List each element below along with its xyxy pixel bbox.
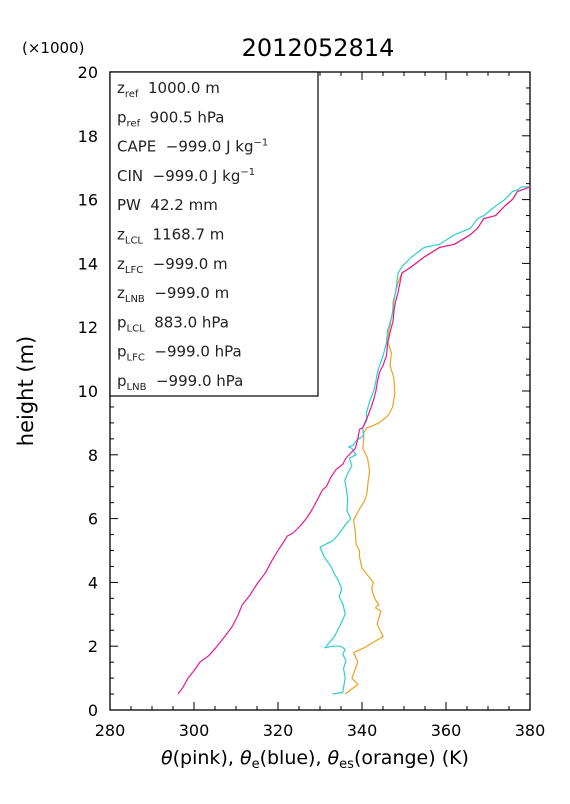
info-row: pLNB −999.0 hPa [117,372,243,393]
x-axis-label: θ(pink), θe(blue), θes(orange) (K) [161,747,469,772]
y-tick-label: 2 [88,637,98,656]
y-axis-label: height (m) [14,336,38,446]
y-tick-label: 6 [88,510,98,529]
y-tick-label: 0 [88,701,98,720]
info-row: zLCL 1168.7 m [117,226,224,247]
x-tick-label: 300 [179,721,210,740]
x-tick-label: 280 [95,721,126,740]
y-tick-label: 10 [78,382,98,401]
info-row: pLCL 883.0 hPa [117,313,229,334]
x-tick-label: 360 [431,721,462,740]
info-row: zLFC −999.0 m [117,255,228,276]
info-row: pref 900.5 hPa [117,108,224,129]
y-tick-label: 4 [88,573,98,592]
x-tick-label: 320 [263,721,294,740]
info-row: CAPE −999.0 J kg−1 [117,138,268,156]
y-tick-label: 16 [78,191,98,210]
info-row: zLNB −999.0 m [117,284,229,305]
plot-area: 0 2 4 6 8 10 12 14 16 18 20 280 300 320 340 360 380 [78,63,546,740]
info-row: CIN −999.0 J kg−1 [117,167,255,185]
theta-es-line [344,186,531,695]
y-tick-label: 8 [88,446,98,465]
info-box: zref 1000.0 m pref 900.5 hPa CAPE −999.0 J… [109,71,319,397]
y-tick-label: 18 [78,127,98,146]
info-box-frame [109,71,319,397]
theta-line [177,186,531,695]
theta-e-line [319,186,530,695]
info-row: PW 42.2 mm [117,196,218,214]
y-multiplier-label: (×1000) [22,39,84,57]
info-row: zref 1000.0 m [117,79,220,100]
chart-title: 2012052814 [242,34,395,62]
x-tick-label: 380 [515,721,546,740]
y-tick-label: 20 [78,63,98,82]
y-tick-label: 12 [78,318,98,337]
info-row: pLFC −999.0 hPa [117,343,242,364]
x-tick-label: 340 [347,721,378,740]
y-tick-label: 14 [78,254,98,273]
